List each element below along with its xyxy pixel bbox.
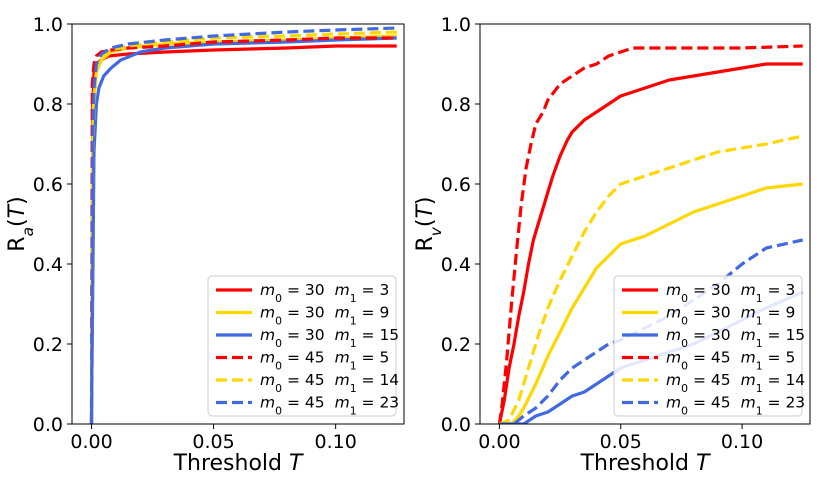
legend-label: m0 = 45 m1 = 23 <box>666 394 805 418</box>
legend-label: m0 = 30 m1 = 15 <box>666 326 805 350</box>
y-tick-label: 0.6 <box>441 174 471 196</box>
legend-box <box>613 275 803 417</box>
axes-frame <box>71 23 405 425</box>
x-tick-label: 0.05 <box>600 431 642 453</box>
legend-label: m0 = 30 m1 = 15 <box>260 326 399 350</box>
x-tick-label: 0.05 <box>192 431 234 453</box>
legend: m0 = 30 m1 = 3m0 = 30 m1 = 9m0 = 30 m1 = 15… <box>207 275 399 418</box>
y-tick-label: 0.2 <box>441 334 471 356</box>
legend-label: m0 = 30 m1 = 3 <box>260 281 389 305</box>
panel-left: 0.00 0.05 0.10 0.0 0.2 0.4 0.6 0.8 1.0 Threshold … <box>5 14 405 476</box>
y-tick-label: 0.0 <box>33 414 63 436</box>
series-line-left-5 <box>89 26 397 424</box>
panel-right: 0.00 0.05 0.10 0.0 0.2 0.4 0.6 0.8 1.0 Threshold … <box>413 14 811 476</box>
x-tick-label: 0.00 <box>478 431 520 453</box>
series-line-right-4 <box>498 134 804 424</box>
y-tick-label: 0.6 <box>33 174 63 196</box>
y-tick-label: 1.0 <box>33 14 63 36</box>
y-tick-label: 0.8 <box>441 94 471 116</box>
legend-label: m0 = 30 m1 = 9 <box>666 304 795 328</box>
legend-label: m0 = 45 m1 = 14 <box>260 371 399 395</box>
x-tick-label: 0.10 <box>721 431 763 453</box>
x-tick-label: 0.10 <box>314 431 356 453</box>
series-line-left-2 <box>89 36 397 424</box>
series-line-right-3 <box>497 44 803 424</box>
axes-frame <box>479 23 811 425</box>
series-line-right-1 <box>499 182 803 424</box>
y-tick-label: 0.8 <box>33 94 63 116</box>
series-line-right-5 <box>499 238 804 424</box>
legend-box <box>207 275 397 417</box>
x-axis-label: Threshold T <box>173 451 304 476</box>
y-tick-label: 1.0 <box>441 14 471 36</box>
x-axis-label: Threshold T <box>580 451 711 476</box>
legend-label: m0 = 45 m1 = 5 <box>260 349 389 373</box>
y-axis-label: Ra(T) <box>5 196 37 251</box>
y-tick-label: 0.2 <box>33 334 63 356</box>
series-line-right-0 <box>497 62 803 424</box>
y-axis-label: Rv(T) <box>413 196 445 251</box>
y-tick-label: 0.0 <box>441 414 471 436</box>
legend-label: m0 = 45 m1 = 5 <box>666 349 795 373</box>
legend-label: m0 = 45 m1 = 14 <box>666 371 805 395</box>
y-tick-label: 0.4 <box>33 254 63 276</box>
legend-label: m0 = 45 m1 = 23 <box>260 394 399 418</box>
legend-label: m0 = 30 m1 = 9 <box>260 304 389 328</box>
legend: m0 = 30 m1 = 3m0 = 30 m1 = 9m0 = 30 m1 = 15… <box>613 275 805 418</box>
legend-label: m0 = 30 m1 = 3 <box>666 281 795 305</box>
series-group <box>89 26 397 424</box>
y-tick-label: 0.4 <box>441 254 471 276</box>
x-tick-label: 0.00 <box>70 431 112 453</box>
